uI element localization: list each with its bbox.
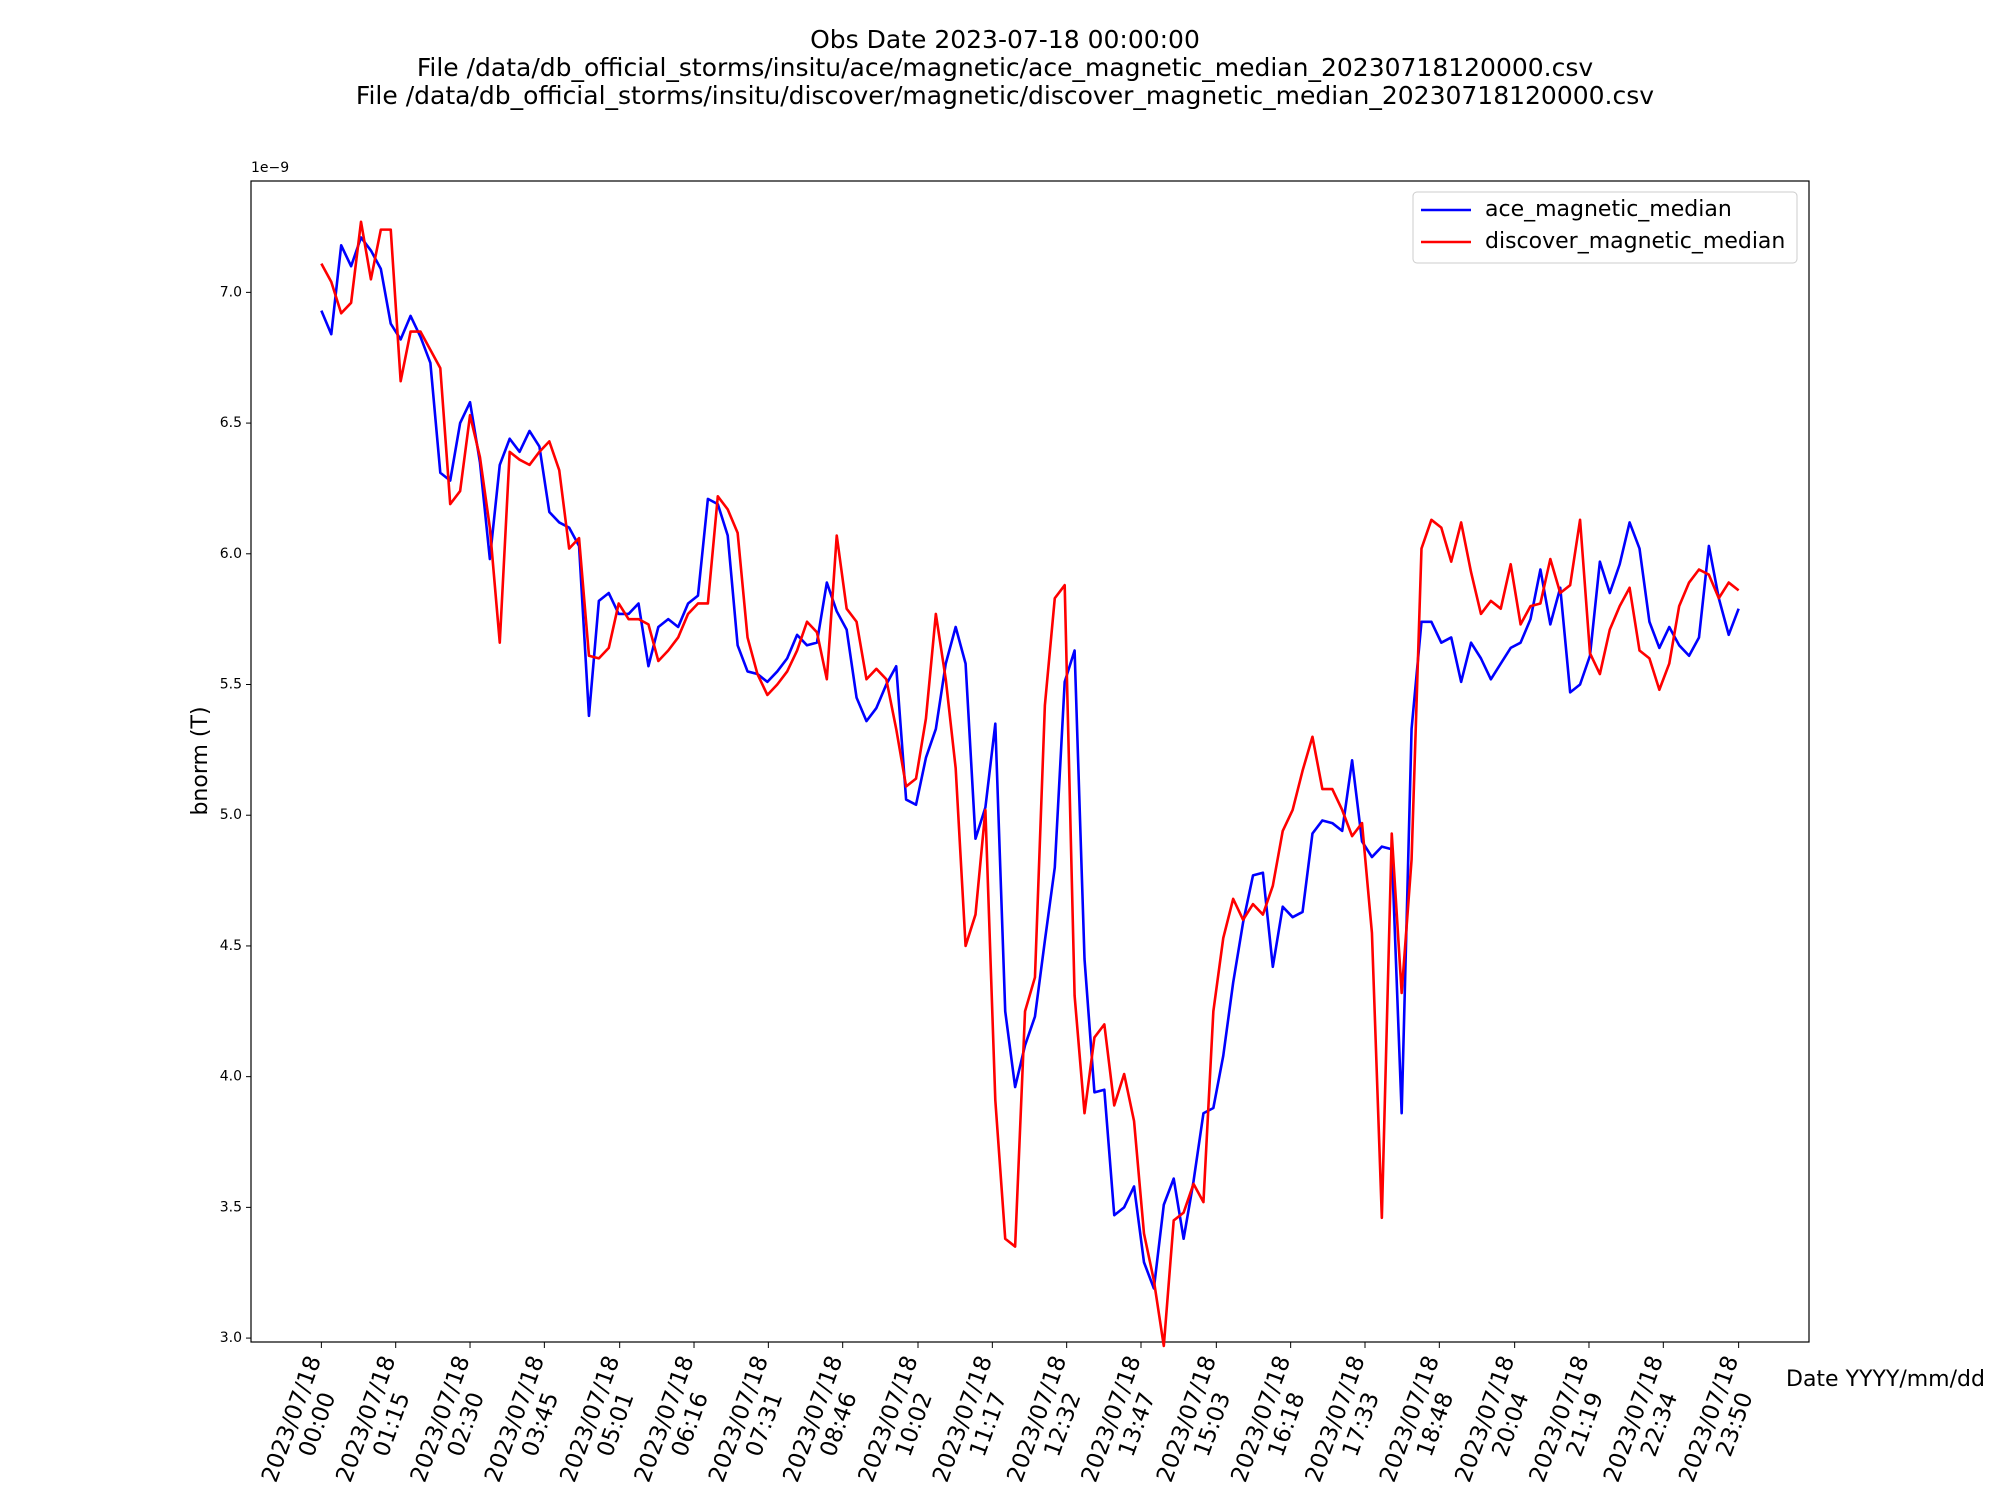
x-tick-label: 2023/07/18 23:50 xyxy=(1674,1346,1771,1495)
y-axis-label: bnorm (T) xyxy=(188,706,213,815)
legend-box xyxy=(1412,191,1798,264)
y-tick-label: 5.5 xyxy=(220,677,242,693)
title-line: Obs Date 2023-07-18 00:00:00 xyxy=(810,25,1200,54)
y-tick-label: 4.5 xyxy=(220,938,242,954)
x-tick-label-group: 2023/07/18 23:50 xyxy=(1674,1346,1771,1495)
y-tick-label: 7.0 xyxy=(220,284,242,300)
series-line xyxy=(320,220,1740,1348)
series-line xyxy=(320,236,1740,1290)
legend-label: ace_magnetic_median xyxy=(1485,197,1732,222)
plot-area xyxy=(250,180,1810,1343)
y-tick-label: 6.5 xyxy=(220,415,242,431)
y-tick-label: 6.0 xyxy=(220,546,242,562)
y-offset-label: 1e−9 xyxy=(251,160,289,176)
title-line: File /data/db_official_storms/insitu/ace… xyxy=(417,53,1594,82)
title-line: File /data/db_official_storms/insitu/dis… xyxy=(356,81,1654,110)
y-tick-label: 3.0 xyxy=(220,1330,242,1346)
x-axis-label: Date YYYY/mm/dd xyxy=(1786,1367,1985,1392)
y-tick-label: 5.0 xyxy=(220,807,242,823)
y-tick-label: 3.5 xyxy=(220,1199,242,1215)
y-tick-label: 4.0 xyxy=(220,1069,242,1085)
legend-label: discover_magnetic_median xyxy=(1485,229,1785,254)
